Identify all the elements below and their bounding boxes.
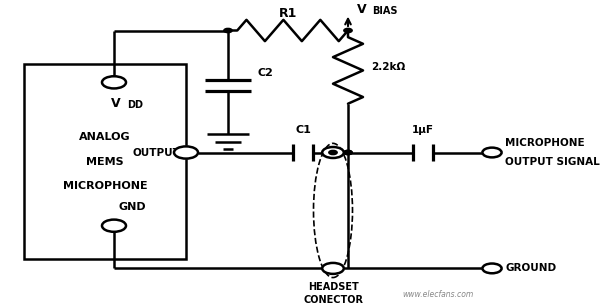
Circle shape <box>482 264 502 273</box>
Circle shape <box>322 263 344 274</box>
Text: V: V <box>357 3 367 16</box>
Circle shape <box>482 148 502 157</box>
Text: C1: C1 <box>295 125 311 135</box>
Text: MICROPHONE: MICROPHONE <box>62 181 148 191</box>
Circle shape <box>322 147 344 158</box>
Text: 1μF: 1μF <box>412 125 434 135</box>
Text: DD: DD <box>127 100 143 110</box>
Circle shape <box>174 146 198 159</box>
Text: V: V <box>111 97 121 110</box>
Text: MICROPHONE: MICROPHONE <box>505 138 585 148</box>
Circle shape <box>102 220 126 232</box>
Text: OUTPUT: OUTPUT <box>132 148 180 157</box>
Text: GROUND: GROUND <box>505 264 556 273</box>
Text: OUTPUT SIGNAL: OUTPUT SIGNAL <box>505 157 600 167</box>
Text: HEADSET: HEADSET <box>308 282 358 292</box>
Text: C2: C2 <box>258 68 274 78</box>
Circle shape <box>344 150 352 155</box>
Circle shape <box>329 150 337 155</box>
Circle shape <box>102 76 126 88</box>
Text: BIAS: BIAS <box>372 6 398 16</box>
Text: CONECTOR: CONECTOR <box>303 296 363 305</box>
Bar <box>24 64 186 259</box>
Text: www.elecfans.com: www.elecfans.com <box>403 290 473 299</box>
Circle shape <box>344 28 352 33</box>
Circle shape <box>224 28 232 33</box>
Text: 2.2kΩ: 2.2kΩ <box>371 62 405 72</box>
Text: R1: R1 <box>279 7 297 20</box>
Text: GND: GND <box>119 203 146 212</box>
Text: ANALOG: ANALOG <box>79 132 131 142</box>
Circle shape <box>344 150 352 155</box>
Text: MEMS: MEMS <box>86 157 124 167</box>
